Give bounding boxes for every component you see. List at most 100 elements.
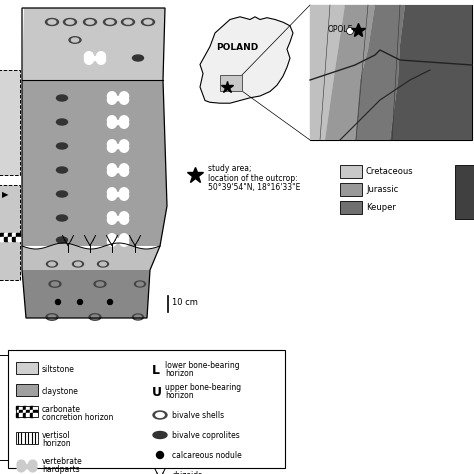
Ellipse shape <box>142 18 155 26</box>
Text: concretion horizon: concretion horizon <box>42 413 113 422</box>
Text: 50°39'54"N, 18°16'33"E: 50°39'54"N, 18°16'33"E <box>208 183 301 192</box>
Circle shape <box>108 167 117 176</box>
Bar <box>16 384 38 396</box>
Ellipse shape <box>73 261 83 267</box>
Text: POLAND: POLAND <box>216 43 258 52</box>
Ellipse shape <box>46 261 57 267</box>
Circle shape <box>108 140 117 149</box>
Ellipse shape <box>135 281 146 287</box>
Text: siltstone: siltstone <box>42 365 75 374</box>
Polygon shape <box>0 355 10 460</box>
Ellipse shape <box>121 18 135 26</box>
Bar <box>16 362 38 374</box>
Ellipse shape <box>46 18 58 26</box>
Circle shape <box>108 237 117 246</box>
Ellipse shape <box>56 119 67 125</box>
Circle shape <box>108 92 117 100</box>
Polygon shape <box>22 8 165 80</box>
Bar <box>112 144 124 148</box>
Bar <box>16 410 19 413</box>
Ellipse shape <box>83 18 97 26</box>
Circle shape <box>108 95 117 104</box>
Bar <box>34 413 37 417</box>
Ellipse shape <box>56 237 67 243</box>
Bar <box>4 233 8 237</box>
Bar <box>21 464 33 468</box>
Circle shape <box>108 188 117 197</box>
Bar <box>89 56 101 60</box>
Text: study area;: study area; <box>208 164 252 173</box>
Polygon shape <box>0 70 20 175</box>
Circle shape <box>108 164 117 173</box>
Bar <box>12 233 16 237</box>
Circle shape <box>84 52 93 61</box>
Polygon shape <box>200 17 293 103</box>
Bar <box>16 406 38 417</box>
Text: claystone: claystone <box>42 386 79 395</box>
Ellipse shape <box>75 262 82 266</box>
Text: 10 cm: 10 cm <box>172 298 198 307</box>
Ellipse shape <box>48 315 55 319</box>
Bar <box>30 406 34 410</box>
Bar <box>16 237 20 241</box>
Text: U: U <box>152 385 162 399</box>
Text: bivalve shells: bivalve shells <box>172 410 224 419</box>
Ellipse shape <box>106 20 114 24</box>
Ellipse shape <box>124 20 132 24</box>
Ellipse shape <box>56 95 67 101</box>
Ellipse shape <box>156 412 164 418</box>
Ellipse shape <box>133 55 144 61</box>
Circle shape <box>108 212 117 221</box>
Circle shape <box>97 55 106 64</box>
Circle shape <box>108 116 117 125</box>
Bar <box>27 406 30 410</box>
Text: hardparts: hardparts <box>42 465 80 474</box>
Circle shape <box>108 143 117 152</box>
Bar <box>34 406 37 410</box>
Polygon shape <box>22 80 167 246</box>
Bar <box>34 410 37 413</box>
Ellipse shape <box>153 431 167 438</box>
Bar <box>16 406 19 410</box>
Circle shape <box>84 55 93 64</box>
Bar <box>19 410 23 413</box>
Ellipse shape <box>56 191 67 197</box>
Ellipse shape <box>133 314 144 320</box>
Text: carbonate: carbonate <box>42 405 81 414</box>
Text: Cretaceous: Cretaceous <box>366 167 414 176</box>
Circle shape <box>119 188 128 197</box>
Ellipse shape <box>86 20 94 24</box>
Circle shape <box>119 95 128 104</box>
Bar <box>19 413 23 417</box>
Circle shape <box>78 300 82 304</box>
Bar <box>12 237 16 241</box>
Ellipse shape <box>56 167 67 173</box>
Polygon shape <box>0 185 20 280</box>
Circle shape <box>119 143 128 152</box>
Text: horizon: horizon <box>42 439 71 448</box>
Polygon shape <box>325 5 375 140</box>
Text: calcareous nodule: calcareous nodule <box>172 450 242 459</box>
Circle shape <box>119 212 128 221</box>
Bar <box>4 237 8 241</box>
Text: upper bone-bearing: upper bone-bearing <box>165 383 241 392</box>
Bar <box>16 233 20 237</box>
Bar <box>112 216 124 220</box>
Text: horizon: horizon <box>165 370 193 379</box>
Ellipse shape <box>96 282 104 286</box>
Ellipse shape <box>66 20 74 24</box>
Polygon shape <box>390 5 472 140</box>
Ellipse shape <box>51 282 59 286</box>
Text: L: L <box>152 364 160 376</box>
Circle shape <box>119 167 128 176</box>
Text: bivalve coprolites: bivalve coprolites <box>172 430 240 439</box>
Circle shape <box>108 300 112 304</box>
Ellipse shape <box>137 282 143 286</box>
Bar <box>340 183 362 196</box>
Ellipse shape <box>64 18 76 26</box>
Polygon shape <box>22 270 150 318</box>
Bar <box>23 410 27 413</box>
Bar <box>0 237 4 241</box>
Circle shape <box>119 92 128 100</box>
Circle shape <box>119 116 128 125</box>
